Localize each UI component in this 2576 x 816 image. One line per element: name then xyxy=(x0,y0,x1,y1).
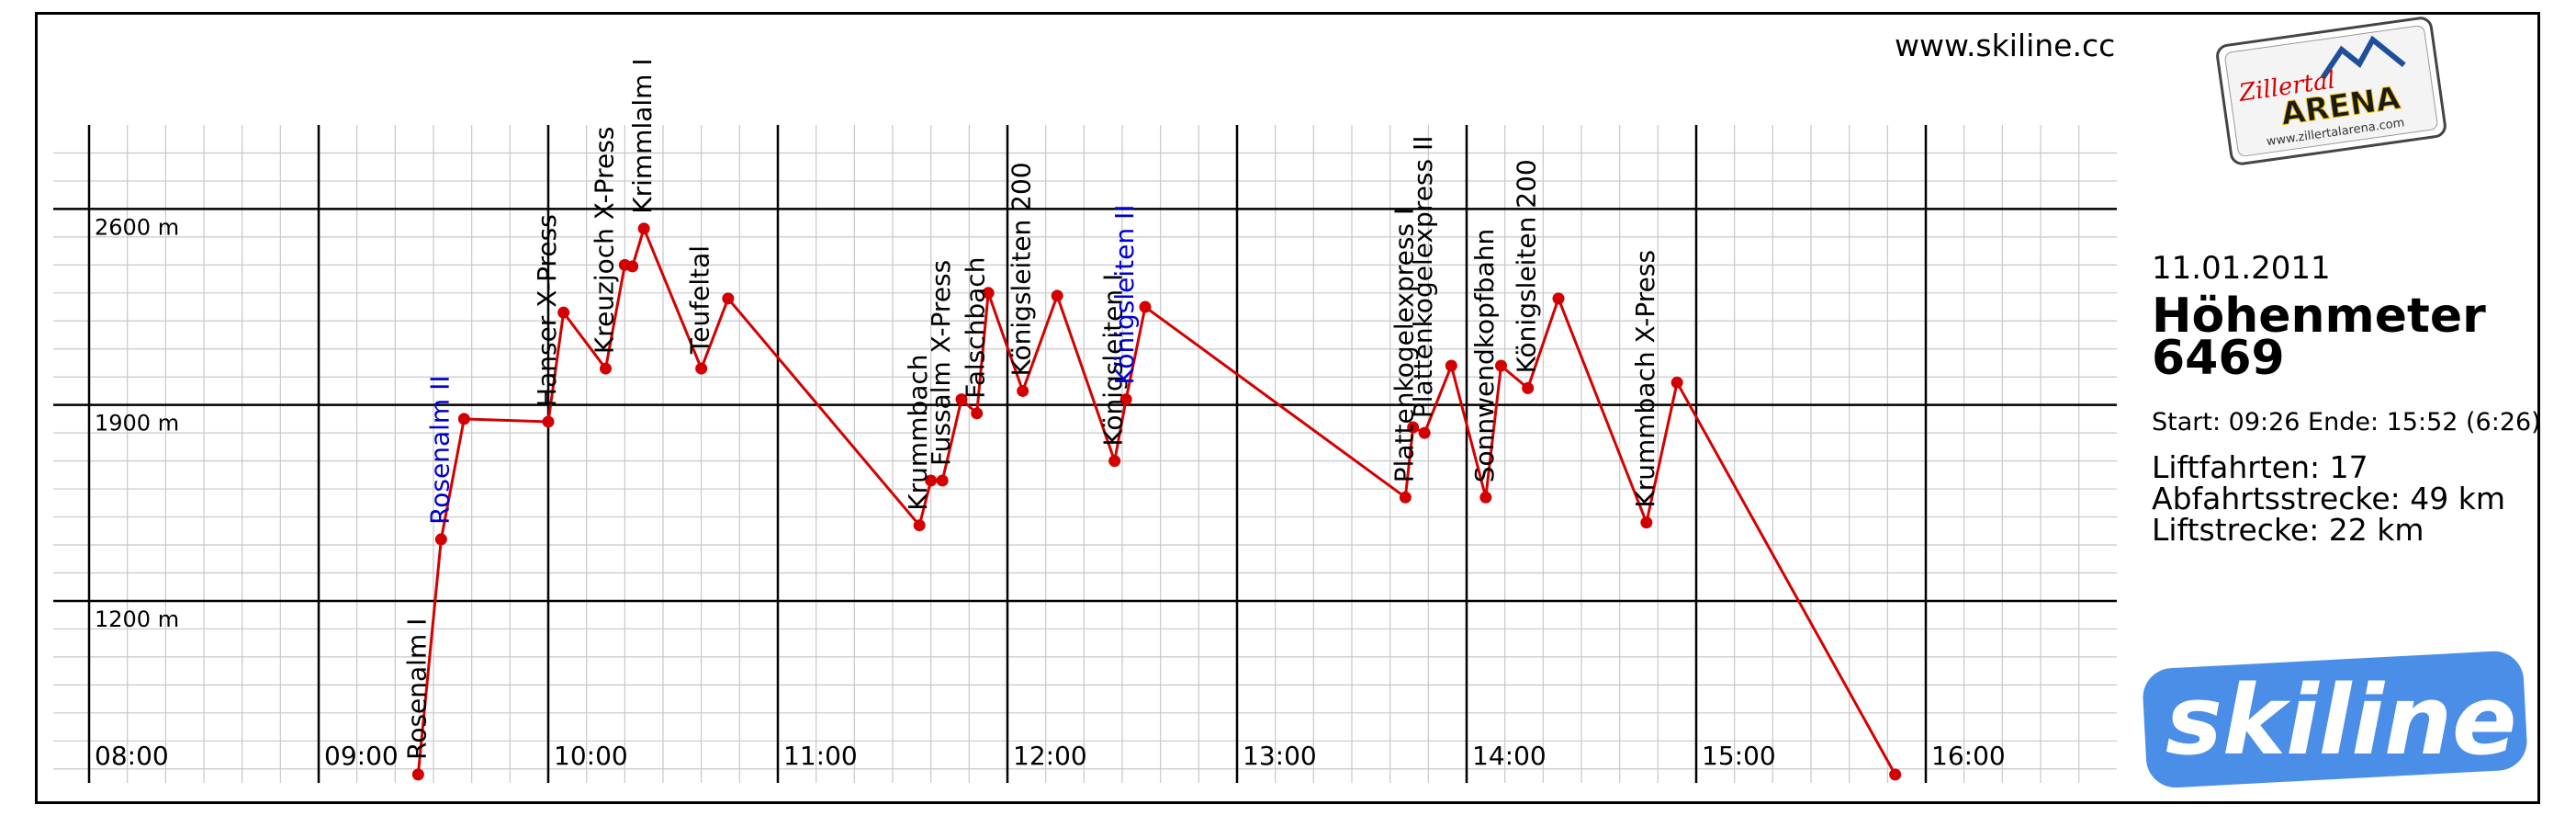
x-tick-label: 15:00 xyxy=(1702,741,1776,771)
data-point xyxy=(411,768,424,781)
data-point xyxy=(1640,516,1653,529)
descent-distance: Abfahrtsstrecke: 49 km xyxy=(2152,481,2505,516)
chart-frame xyxy=(35,12,2540,804)
lift-label: Krimmlalm I xyxy=(627,58,658,213)
lift-label: Rosenalm I xyxy=(401,618,432,760)
data-point xyxy=(695,362,708,375)
data-point xyxy=(1399,491,1412,504)
skiline-logo: skiline xyxy=(2143,651,2527,788)
data-point xyxy=(925,474,938,487)
lift-labels: Rosenalm I Rosenalm II Hanser X-Press Kreuz… xyxy=(401,58,1660,759)
data-point xyxy=(1479,491,1492,504)
data-point xyxy=(1108,455,1121,468)
y-tick-label: 2600 m xyxy=(95,214,179,240)
x-tick-label: 11:00 xyxy=(783,741,858,771)
start-end-time: Start: 09:26 Ende: 15:52 (6:26) xyxy=(2152,408,2541,436)
data-point xyxy=(955,393,968,406)
major-grid xyxy=(53,125,2117,783)
date-label: 11.01.2011 xyxy=(2152,250,2331,287)
lift-label: Fussalm X-Press xyxy=(926,260,956,466)
data-point xyxy=(600,362,612,375)
lift-label: Krummbach X-Press xyxy=(1630,250,1660,508)
x-tick-label: 12:00 xyxy=(1013,741,1087,771)
lift-label: Königsleiten 200 xyxy=(1007,162,1037,376)
data-point xyxy=(557,306,570,319)
data-point xyxy=(1552,292,1565,305)
data-point xyxy=(982,287,995,300)
skiline-logo-word: skiline xyxy=(2165,664,2517,776)
lift-label: Krummbach xyxy=(903,354,933,510)
data-point xyxy=(1418,426,1431,439)
data-point xyxy=(542,415,555,428)
lift-label: Kreuzjoch X-Press xyxy=(590,127,620,354)
altitude-series-line xyxy=(416,224,1896,776)
elevation-heading: Höhenmeter xyxy=(2152,289,2486,344)
data-point xyxy=(1139,300,1152,313)
data-point xyxy=(1119,393,1132,406)
x-tick-label: 09:00 xyxy=(324,741,399,771)
lift-label: Plattenkogelexpress II xyxy=(1408,135,1438,418)
data-point xyxy=(1051,289,1063,302)
data-point xyxy=(457,413,470,425)
lift-label: Königsleiten II xyxy=(1109,204,1140,384)
zillertal-arena-logo: Zillertal ARENA www.zillertalarena.com xyxy=(2216,17,2447,165)
lift-distance: Liftstrecke: 22 km xyxy=(2152,512,2424,548)
lift-label: Königsleiten I xyxy=(1098,274,1129,447)
x-tick-label: 14:00 xyxy=(1472,741,1547,771)
data-point xyxy=(722,292,735,305)
data-point xyxy=(1445,359,1457,372)
axis-labels: 08:00 09:00 10:00 11:00 12:00 13:00 14:00 15:00… xyxy=(95,214,2006,771)
lift-label: Hanser X-Press xyxy=(532,214,562,407)
data-point xyxy=(626,260,639,273)
x-tick-label: 08:00 xyxy=(95,741,169,771)
lift-label: Teufeltal xyxy=(685,245,715,355)
lift-label: Falschbach xyxy=(961,257,991,399)
data-point xyxy=(1522,381,1535,394)
data-point xyxy=(1407,421,1420,434)
lift-label: Königsleiten 200 xyxy=(1512,159,1542,373)
lift-label: Plattenkogelexpress I xyxy=(1389,208,1419,482)
data-point xyxy=(1495,359,1507,372)
y-tick-label: 1200 m xyxy=(95,606,179,632)
x-tick-label: 10:00 xyxy=(554,741,628,771)
y-tick-label: 1900 m xyxy=(95,411,179,436)
elevation-value: 6469 xyxy=(2152,331,2285,386)
data-point xyxy=(1670,376,1683,389)
data-point xyxy=(1889,768,1902,781)
lift-rides-count: Liftfahrten: 17 xyxy=(2152,449,2368,485)
data-point xyxy=(971,407,984,420)
x-tick-label: 16:00 xyxy=(1931,741,2006,771)
x-tick-label: 13:00 xyxy=(1243,741,1317,771)
website-url: www.skiline.cc xyxy=(1895,28,2116,63)
data-point xyxy=(1017,384,1029,397)
lift-label: Sonnwendkopfbahn xyxy=(1469,229,1500,482)
data-point xyxy=(637,222,650,235)
data-point xyxy=(936,474,949,487)
data-point xyxy=(434,533,447,546)
minor-grid xyxy=(53,125,2117,783)
data-point xyxy=(913,519,926,532)
lift-label: Rosenalm II xyxy=(424,375,455,525)
data-points xyxy=(411,222,1902,781)
